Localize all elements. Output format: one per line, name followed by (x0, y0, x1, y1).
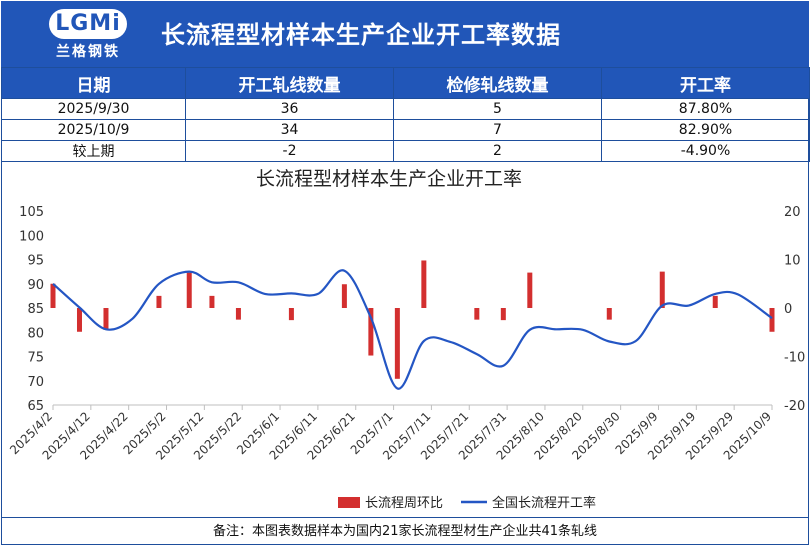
y-left-tick-label: 105 (19, 205, 44, 220)
chart-legend: 长流程周环比 全国长流程开工率 (338, 495, 596, 511)
table-cell: 2025/10/9 (1, 119, 186, 141)
y-right-tick-label: 20 (784, 205, 801, 220)
table-cell: 34 (185, 119, 394, 141)
company-logo: LGMi 兰格钢铁 (41, 7, 135, 63)
footer-note: 备注：本图表数据样本为国内21家长流程型材生产企业共41条轧线 (1, 517, 809, 547)
bar-mark (659, 271, 665, 308)
bar-mark (235, 308, 241, 320)
operating-rate-chart: 长流程型材样本生产企业开工率 65707580859095100105-20-1… (7, 168, 805, 511)
bar-mark (527, 272, 533, 308)
legend-bar-swatch (338, 497, 360, 508)
bar-mark (474, 308, 480, 320)
table-row: 较上期 -2 2 -4.90% (1, 140, 810, 162)
table-cell: 7 (393, 119, 602, 141)
column-header-running-lines: 开工轧线数量 (185, 67, 394, 99)
y-right-tick-label: 10 (784, 254, 801, 269)
y-right-tick-label: -20 (784, 399, 805, 414)
chart-axes: 65707580859095100105-20-10010202025/4/22… (7, 205, 805, 463)
legend-bar-label: 长流程周环比 (365, 496, 443, 511)
bar-mark (368, 308, 374, 356)
bar-mark (712, 295, 718, 308)
logo-subtitle: 兰格钢铁 (56, 44, 120, 60)
chart-area: 长流程型材样本生产企业开工率 65 70 75 80 85 90 95 100 105 -20 -1… (1, 161, 809, 517)
column-header-maintenance-lines: 检修轧线数量 (393, 67, 602, 99)
page-title: 长流程型材样本生产企业开工率数据 (161, 21, 561, 49)
y-left-tick-label: 95 (27, 254, 44, 269)
y-left-tick-label: 75 (27, 351, 44, 366)
table-cell: 较上期 (1, 140, 186, 162)
header-bar: LGMi 兰格钢铁 长流程型材样本生产企业开工率数据 (1, 1, 809, 67)
summary-table: 日期 开工轧线数量 检修轧线数量 开工率 2025/9/30 36 5 87.8… (1, 67, 810, 162)
bar-series-layer (50, 260, 775, 379)
logo-mark: LGMi (49, 9, 127, 39)
bar-mark (394, 308, 400, 379)
chart-grid (52, 404, 773, 410)
bar-mark (76, 308, 82, 332)
y-right-tick-label: 0 (784, 302, 792, 317)
y-left-tick-label: 80 (27, 326, 44, 341)
bar-mark (103, 308, 109, 330)
bar-mark (500, 308, 506, 321)
chart-title: 长流程型材样本生产企业开工率 (256, 168, 522, 190)
bar-mark (769, 308, 775, 332)
table-row: 2025/9/30 36 5 87.80% (1, 98, 810, 120)
y-left-tick-label: 90 (27, 278, 44, 293)
table-cell: 36 (185, 98, 394, 120)
bar-mark (341, 284, 347, 308)
column-header-operating-rate: 开工率 (601, 67, 810, 99)
bar-mark (50, 283, 56, 308)
bar-mark (421, 260, 427, 308)
y-left-tick-label: 85 (27, 302, 44, 317)
bar-mark (186, 272, 192, 308)
line-series-layer (52, 269, 773, 390)
table-cell: 2 (393, 140, 602, 162)
table-row: 2025/10/9 34 7 82.90% (1, 119, 810, 141)
bar-mark (606, 308, 612, 320)
y-right-tick-label: -10 (784, 351, 805, 366)
bar-mark (209, 295, 215, 308)
bar-mark (288, 308, 294, 321)
table-cell: 82.90% (601, 119, 810, 141)
column-header-date: 日期 (1, 67, 186, 99)
table-header-row: 日期 开工轧线数量 检修轧线数量 开工率 (1, 67, 810, 99)
y-left-tick-label: 65 (27, 399, 44, 414)
table-cell: 87.80% (601, 98, 810, 120)
table-cell: 5 (393, 98, 602, 120)
bar-mark (156, 295, 162, 308)
table-cell: -4.90% (601, 140, 810, 162)
table-cell: 2025/9/30 (1, 98, 186, 120)
y-left-tick-label: 70 (27, 375, 44, 390)
legend-line-label: 全国长流程开工率 (492, 495, 596, 511)
y-left-tick-label: 100 (19, 229, 44, 244)
operating-rate-line (52, 269, 773, 390)
table-cell: -2 (185, 140, 394, 162)
